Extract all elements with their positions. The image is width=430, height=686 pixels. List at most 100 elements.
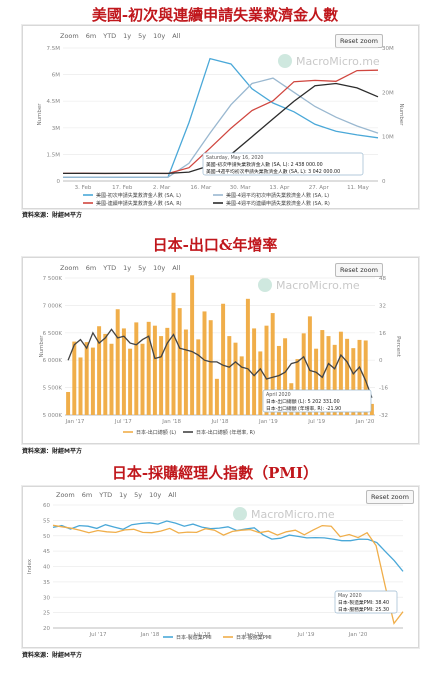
x-tick-label: Jan '17 (65, 419, 85, 425)
bar (128, 348, 133, 415)
bar (190, 275, 195, 415)
bar (332, 344, 337, 415)
zoom-1y-button[interactable]: 1y (119, 491, 128, 499)
x-tick-label: 13. Apr (269, 185, 290, 191)
y-tick-label: 7 500K (43, 276, 63, 282)
y-tick-label: 40 (43, 565, 50, 571)
tooltip-row: 日本-服務業PMI: 25.30 (338, 606, 389, 613)
x-tick-label: Jan '20 (348, 632, 368, 638)
zoom-10y-button[interactable]: 10y (153, 264, 166, 272)
zoom-label: Zoom (56, 491, 75, 499)
bar (295, 359, 300, 415)
bar (345, 338, 350, 415)
chart3-reset-zoom-button[interactable]: Reset zoom (366, 490, 414, 504)
bar (314, 348, 319, 415)
x-tick-label: Jan '18 (140, 632, 160, 638)
x-tick-label: Jan '18 (161, 419, 181, 425)
zoom-ytd-button[interactable]: YTD (99, 491, 113, 499)
bar (183, 329, 188, 415)
tooltip-row: 美國-初次申請失業救濟金人數 (SA, L): 2 438 000.00 (206, 161, 323, 168)
tooltip-row: 日本-出口總額 (年增率, R): -21.90 (266, 405, 341, 412)
tooltip-date: April 2020 (266, 392, 291, 398)
x-tick-label: 27. Apr (309, 185, 330, 191)
zoom-all-button[interactable]: All (168, 491, 177, 499)
y-axis-title: Number (37, 103, 43, 126)
x-tick-label: Jul '17 (89, 632, 107, 638)
chart2-watermark: MacroMicro.me (258, 278, 360, 292)
x-tick-label: 11. May (347, 185, 370, 191)
zoom-1y-button[interactable]: 1y (123, 264, 132, 272)
y-tick-label: 45 (43, 549, 50, 555)
y2-axis-title: Number (398, 103, 404, 126)
zoom-6m-button[interactable]: 6m (85, 32, 97, 40)
zoom-label: Zoom (60, 264, 79, 272)
y2-tick-label: -16 (379, 386, 388, 392)
y-tick-label: 6 000K (43, 358, 63, 364)
watermark-text: MacroMicro.me (276, 278, 360, 292)
chart1-panel: Zoom 6m YTD 1y 5y 10y All Reset zoom Mac… (22, 25, 419, 209)
chart3-title: 日本-採購經理人指數（PMI） (111, 464, 319, 482)
chart1-reset-zoom-button[interactable]: Reset zoom (335, 34, 383, 48)
y-tick-label: 0 (57, 179, 61, 185)
x-tick-label: Jul '18 (193, 632, 211, 638)
bar (177, 308, 182, 415)
y-tick-label: 35 (43, 580, 50, 586)
zoom-10y-button[interactable]: 10y (149, 491, 162, 499)
bar (109, 343, 114, 415)
tooltip-row: 日本-出口總額 (L): 5 202 331.00 (266, 398, 340, 405)
zoom-all-button[interactable]: All (172, 264, 181, 272)
bar (369, 403, 374, 415)
x-tick-label: Jan '19 (244, 632, 264, 638)
y-tick-label: 55 (43, 518, 50, 524)
y-tick-label: 5 000K (43, 413, 63, 419)
chart1-watermark: MacroMicro.me (278, 54, 380, 68)
bar (276, 345, 281, 415)
zoom-ytd-button[interactable]: YTD (103, 264, 117, 272)
zoom-5y-button[interactable]: 5y (138, 264, 147, 272)
tooltip-box (262, 389, 372, 413)
chart3-watermark: MacroMicro.me (233, 507, 335, 521)
y2-tick-label: 48 (379, 276, 386, 282)
chart2-reset-zoom-button[interactable]: Reset zoom (335, 263, 383, 277)
y-tick-label: 30 (43, 595, 50, 601)
bar (320, 330, 325, 415)
bar (233, 342, 238, 415)
y-tick-label: 5 500K (43, 386, 63, 392)
bar (239, 356, 244, 415)
zoom-1y-button[interactable]: 1y (123, 32, 132, 40)
y-tick-label: 25 (43, 611, 50, 617)
y2-tick-label: 20M (382, 90, 394, 96)
chart2-zoom-toolbar: Zoom 6m YTD 1y 5y 10y All (60, 264, 180, 272)
legend-label: 日本-服務業PMI (236, 634, 272, 641)
bar (357, 339, 362, 415)
chart3-source: 資料來源：財經M平方 (22, 652, 82, 659)
bar (103, 333, 108, 415)
bar (363, 340, 368, 415)
x-tick-label: Jul '18 (211, 419, 229, 425)
y-tick-label: 7 000K (43, 303, 63, 309)
bar (214, 378, 219, 415)
bar (326, 336, 331, 415)
y2-tick-label: 30M (382, 46, 394, 52)
zoom-6m-button[interactable]: 6m (85, 264, 97, 272)
watermark-text: MacroMicro.me (296, 54, 380, 68)
zoom-6m-button[interactable]: 6m (81, 491, 93, 499)
bar (121, 328, 126, 415)
legend-label: 美國-連續申請失業救濟金人數 (SA, R) (96, 200, 182, 207)
chart1-zoom-toolbar: Zoom 6m YTD 1y 5y 10y All (60, 32, 180, 40)
zoom-5y-button[interactable]: 5y (138, 32, 147, 40)
zoom-all-button[interactable]: All (172, 32, 181, 40)
x-tick-label: Jan '20 (355, 419, 375, 425)
chart3-plot: 20 25 30 35 40 45 50 55 60 Jul '17 Jan '18 Jul '18 J… (27, 503, 404, 641)
zoom-ytd-button[interactable]: YTD (103, 32, 117, 40)
bar (97, 326, 102, 415)
bar (165, 327, 170, 415)
legend-label: 日本-製造業PMI (176, 634, 212, 641)
tooltip-row: 美國-4週平均初次申請失業救濟金人數 (SA, L): 3 042 000.00 (206, 168, 340, 175)
y2-tick-label: 0 (382, 179, 386, 185)
zoom-10y-button[interactable]: 10y (153, 32, 166, 40)
bar (351, 348, 356, 415)
zoom-5y-button[interactable]: 5y (134, 491, 143, 499)
y2-tick-label: 32 (379, 303, 386, 309)
legend-label: 日本-出口總額 (年增率, R) (196, 429, 255, 436)
